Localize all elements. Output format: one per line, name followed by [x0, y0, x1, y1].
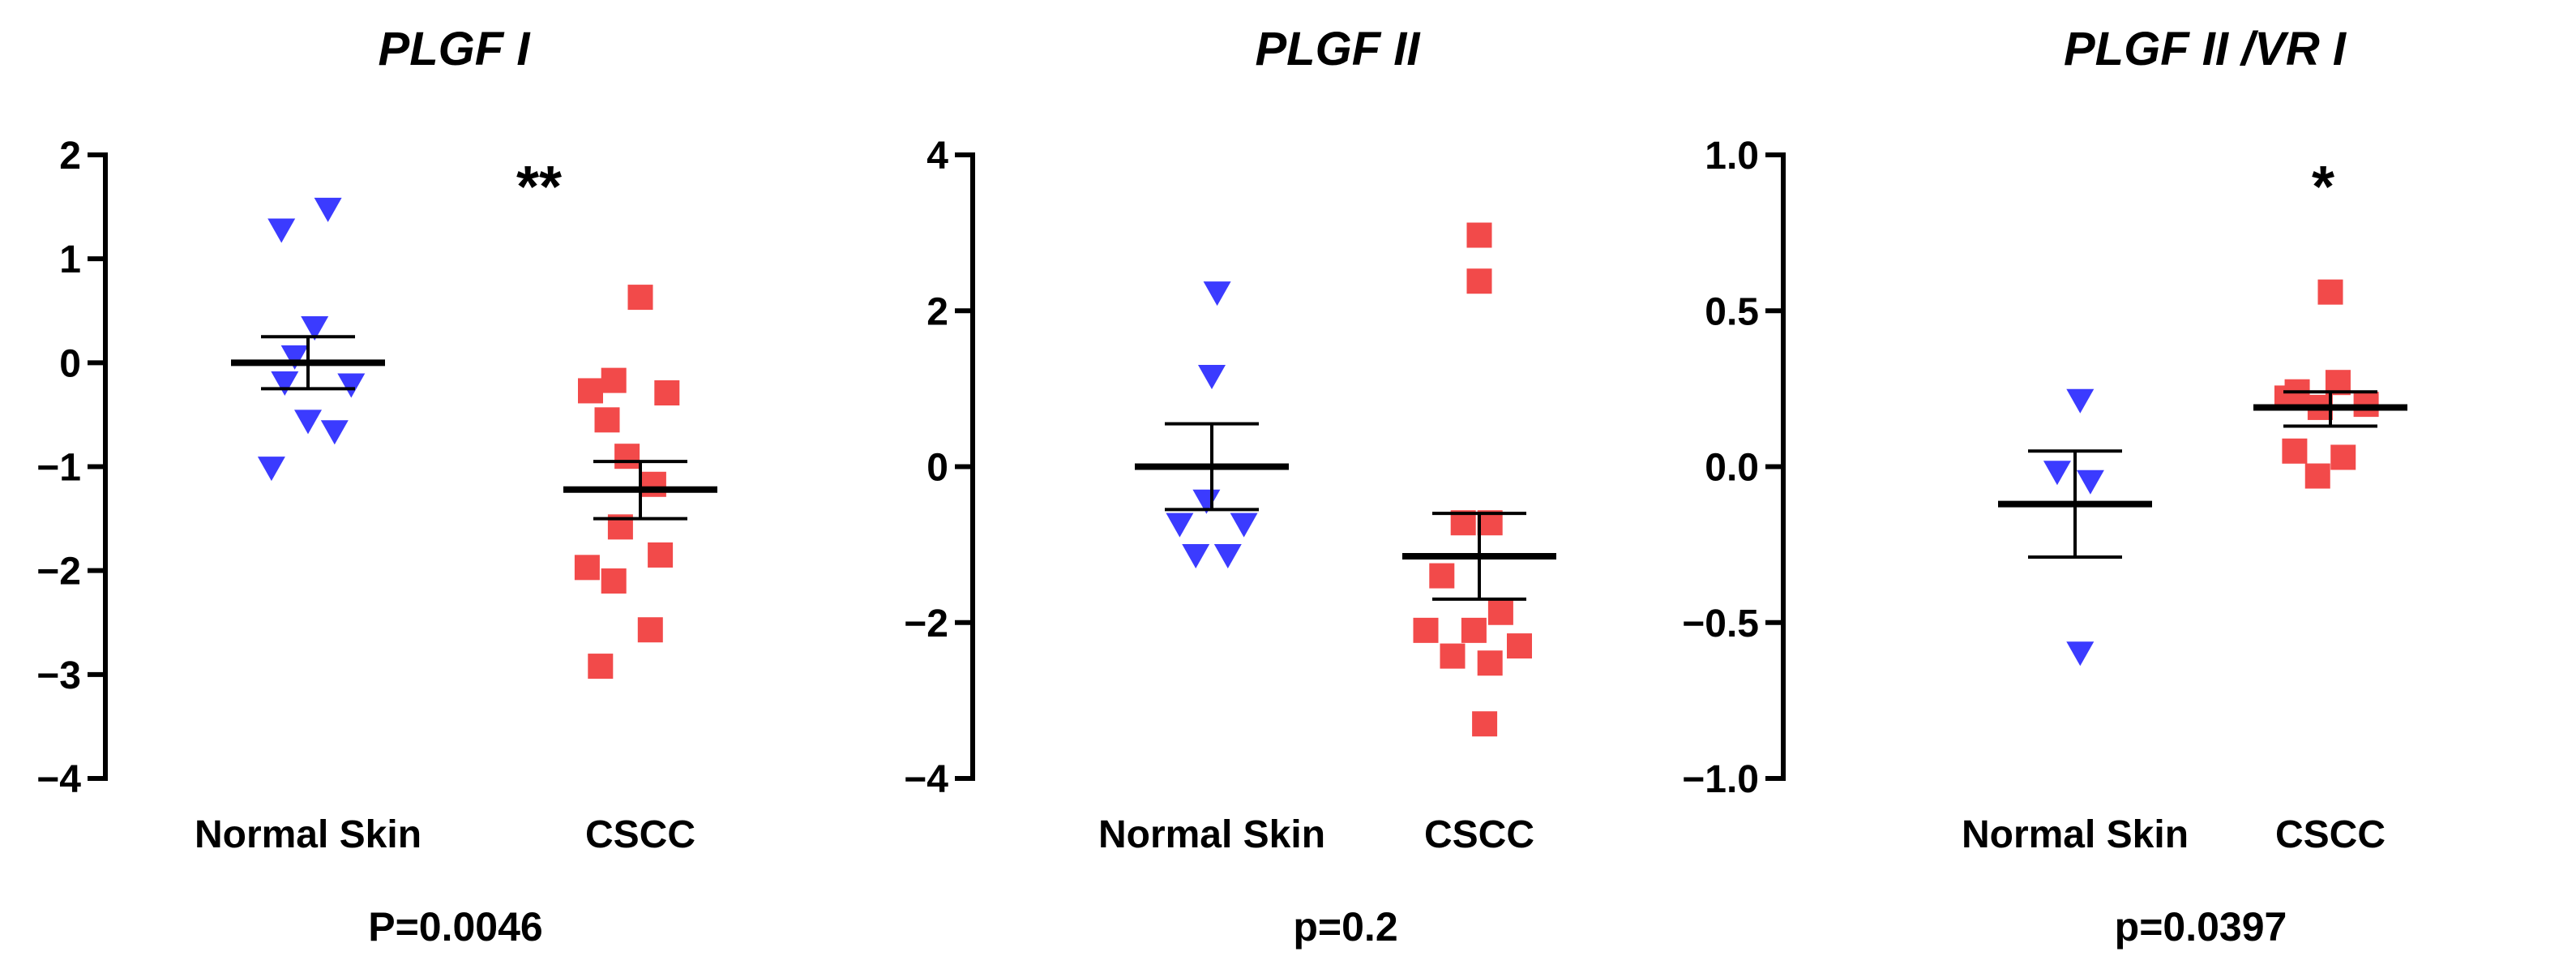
y-tick-label: −1 — [36, 447, 81, 490]
significance-marker: * — [2312, 155, 2334, 220]
x-category-label: Normal Skin — [1962, 813, 2189, 856]
data-point-triangle — [337, 373, 366, 398]
y-tick-label: −4 — [36, 758, 81, 801]
data-point-triangle — [2066, 388, 2095, 414]
x-category-label: Normal Skin — [195, 813, 421, 856]
data-point-triangle — [2043, 461, 2071, 486]
data-point-triangle — [1203, 281, 1231, 307]
data-point-triangle — [314, 197, 342, 222]
p-value: P=0.0046 — [368, 904, 542, 950]
data-point-square — [648, 542, 674, 568]
series-normal-skin — [1998, 388, 2152, 667]
series-cscc — [2253, 279, 2407, 489]
y-tick-label: −4 — [904, 758, 948, 801]
p-value: p=0.0397 — [2115, 904, 2287, 950]
x-category-label: Normal Skin — [1098, 813, 1325, 856]
x-category-label: CSCC — [1424, 813, 1534, 856]
y-tick-label: 0 — [926, 447, 948, 490]
data-point-square — [601, 367, 627, 393]
y-tick-label: 2 — [926, 290, 948, 333]
data-point-triangle — [2066, 641, 2095, 667]
data-point-square — [637, 617, 663, 643]
data-point-square — [2330, 444, 2356, 470]
data-point-square — [1429, 563, 1455, 589]
chart-panel-2: PLGF II 4 2 0 −2 −4 Normal Skin CSCC p=0.2 — [904, 23, 1556, 950]
data-point-triangle — [271, 371, 299, 396]
data-point-square — [1507, 633, 1532, 659]
data-point-square — [601, 568, 627, 594]
data-point-triangle — [301, 316, 329, 341]
chart-title: PLGF II /VR I — [2064, 23, 2347, 75]
data-point-square — [1466, 268, 1492, 294]
data-point-triangle — [1166, 512, 1194, 538]
chart-panel-3: PLGF II /VR I 1.0 0.5 0.0 −0.5 −1.0 Normal Ski… — [1682, 23, 2407, 950]
chart-title: PLGF II — [1256, 23, 1422, 75]
y-tick-label: −2 — [904, 602, 948, 645]
data-point-square — [2304, 463, 2330, 489]
series-cscc — [1402, 222, 1556, 737]
data-point-square — [574, 555, 600, 581]
data-point-square — [2317, 279, 2343, 305]
data-point-square — [588, 654, 614, 680]
y-tick-label: 1.0 — [1705, 135, 1759, 178]
data-point-triangle — [1198, 364, 1226, 389]
y-tick-label: 0 — [59, 342, 81, 385]
data-point-triangle — [294, 409, 322, 435]
data-point-triangle — [1230, 512, 1258, 538]
chart-title: PLGF I — [379, 23, 532, 75]
series-normal-skin — [231, 197, 385, 482]
data-point-triangle — [1182, 544, 1210, 569]
data-point-square — [640, 471, 666, 497]
series-normal-skin — [1135, 281, 1289, 569]
data-point-square — [654, 380, 680, 406]
y-tick-label: 2 — [59, 135, 81, 178]
data-point-square — [1461, 617, 1487, 643]
data-point-triangle — [1213, 544, 1242, 569]
x-category-label: CSCC — [2275, 813, 2386, 856]
data-point-square — [1466, 222, 1492, 248]
x-category-label: CSCC — [585, 813, 695, 856]
y-tick-label: 4 — [926, 135, 948, 178]
data-point-square — [1413, 617, 1439, 643]
y-tick-label: −3 — [36, 654, 81, 697]
data-point-square — [627, 285, 653, 311]
data-point-triangle — [257, 457, 285, 482]
data-point-square — [1477, 650, 1503, 676]
y-tick-label: −1.0 — [1682, 758, 1759, 801]
y-tick-label: 0.5 — [1705, 290, 1759, 333]
series-cscc — [563, 285, 717, 680]
y-tick-label: −2 — [36, 551, 81, 594]
significance-marker: ** — [516, 155, 562, 220]
data-point-square — [578, 378, 603, 404]
data-point-square — [594, 407, 620, 433]
data-point-square — [614, 444, 640, 469]
data-point-triangle — [267, 218, 296, 243]
y-tick-label: −0.5 — [1682, 602, 1759, 645]
y-tick-label: 1 — [59, 238, 81, 281]
data-point-triangle — [280, 345, 309, 370]
data-point-square — [1472, 711, 1498, 737]
data-point-square — [1440, 643, 1466, 669]
y-tick-label: 0.0 — [1705, 447, 1759, 490]
data-point-triangle — [320, 420, 349, 445]
chart-panel-1: PLGF I 2 1 0 −1 −2 −3 −4 Normal Skin CSCC ** P=0.00… — [36, 23, 717, 950]
data-point-square — [2282, 438, 2308, 464]
data-point-square — [1487, 599, 1513, 625]
data-point-triangle — [2076, 469, 2104, 495]
p-value: p=0.2 — [1293, 904, 1397, 950]
